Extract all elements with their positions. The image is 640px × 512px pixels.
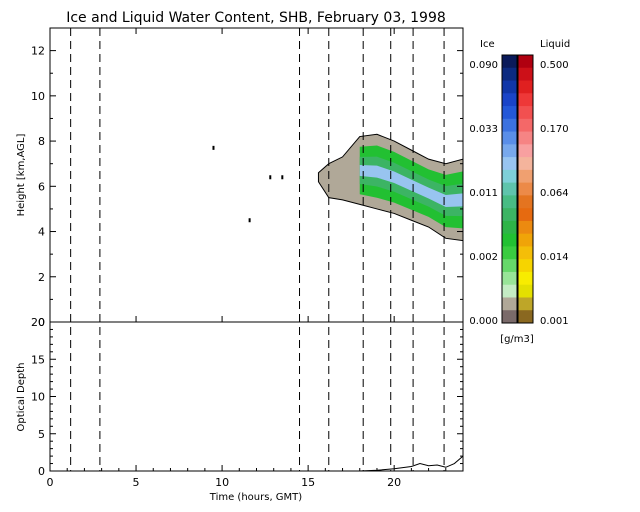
colorbar-ice-swatch bbox=[502, 220, 518, 235]
time-tick-label: 15 bbox=[301, 476, 315, 489]
colorbar-liquid-swatch bbox=[517, 131, 533, 145]
time-tick-label: 20 bbox=[387, 476, 401, 489]
optical-depth-layer bbox=[359, 455, 463, 471]
colorbar-liquid-swatch bbox=[517, 259, 533, 273]
colorbar-liquid-swatch bbox=[517, 157, 533, 171]
time-tick-label: 5 bbox=[133, 476, 140, 489]
colorbar-ice-swatch bbox=[502, 284, 518, 298]
colorbar-liquid-tick: 0.170 bbox=[540, 124, 569, 135]
colorbar-liquid-swatch bbox=[517, 233, 533, 247]
optical-depth-panel-frame bbox=[49, 321, 464, 472]
colorbar-ice-tick: 0.090 bbox=[469, 60, 498, 71]
chart-title: Ice and Liquid Water Content, SHB, Febru… bbox=[66, 10, 446, 26]
colorbar-ice-strip bbox=[502, 55, 518, 324]
colorbar-liquid-swatch bbox=[517, 297, 533, 311]
colorbar-liquid-swatch bbox=[517, 246, 533, 260]
height-tick-label: 2 bbox=[38, 271, 45, 284]
colorbar-ice-swatch bbox=[502, 297, 518, 311]
optical-depth-tick-label: 0 bbox=[38, 465, 45, 478]
colorbar-liquid-label: Liquid bbox=[540, 39, 570, 50]
cloud-fragment bbox=[248, 218, 251, 223]
colorbar-liquid-swatch bbox=[517, 208, 533, 222]
time-axis-label: Time (hours, GMT) bbox=[209, 492, 303, 503]
optical-depth-axis-label: Optical Depth bbox=[16, 363, 27, 432]
optical-depth-tick-label: 10 bbox=[31, 391, 45, 404]
colorbar-ticks: 0.090 0.033 0.011 0.002 0.000 0.500 0.170 0.064… bbox=[469, 60, 568, 327]
vertical-markers bbox=[70, 28, 445, 471]
colorbar-ice-tick: 0.002 bbox=[469, 252, 498, 263]
colorbar-ice-swatch bbox=[502, 195, 518, 209]
cloud-fragment bbox=[269, 175, 272, 180]
colorbar-ice-swatch bbox=[502, 106, 518, 120]
optical-depth-tick-label: 15 bbox=[31, 353, 45, 366]
colorbar-liquid-swatch bbox=[517, 271, 533, 286]
colorbar-liquid-swatch bbox=[517, 67, 533, 82]
colorbar-liquid-frame bbox=[516, 54, 534, 324]
height-tick-label: 12 bbox=[31, 45, 45, 58]
colorbar-ice-swatch bbox=[502, 259, 518, 273]
colorbar-liquid-swatch bbox=[517, 182, 533, 196]
colorbar-ice-label: Ice bbox=[480, 39, 495, 50]
time-tick-label: 0 bbox=[47, 476, 54, 489]
colorbar-liquid-swatch bbox=[517, 55, 533, 69]
cloud-fragment bbox=[212, 145, 215, 150]
height-tick-label: 6 bbox=[38, 180, 45, 193]
height-tick-label: 0 bbox=[38, 316, 45, 329]
colorbar-liquid-tick: 0.064 bbox=[540, 188, 569, 199]
cloud-content-layer bbox=[212, 133, 463, 242]
height-tick-label: 10 bbox=[31, 90, 45, 103]
cloud-band bbox=[359, 165, 463, 207]
colorbar-ice-swatch bbox=[502, 246, 518, 260]
height-axis-label: Height [km,AGL] bbox=[16, 134, 27, 217]
colorbar-ice-swatch bbox=[502, 271, 518, 286]
colorbar-liquid-tick: 0.001 bbox=[540, 316, 569, 327]
colorbar-ice-swatch bbox=[502, 310, 518, 324]
colorbar-liquid-swatch bbox=[517, 106, 533, 120]
colorbar-ice-frame bbox=[501, 54, 519, 324]
colorbar-ice-tick: 0.033 bbox=[469, 124, 498, 135]
colorbar-ice-swatch bbox=[502, 233, 518, 247]
colorbar-liquid-swatch bbox=[517, 195, 533, 209]
colorbar-ice-swatch bbox=[502, 208, 518, 222]
colorbar-ice-swatch bbox=[502, 144, 518, 158]
optical-depth-series bbox=[359, 455, 463, 471]
cloud-fragment bbox=[281, 175, 284, 180]
colorbar-liquid-swatch bbox=[517, 284, 533, 298]
colorbar-liquid-swatch bbox=[517, 80, 533, 94]
colorbar-ice-tick: 0.011 bbox=[469, 188, 498, 199]
height-tick-label: 4 bbox=[38, 226, 45, 239]
colorbar-liquid-swatch bbox=[517, 169, 533, 184]
optical-depth-tick-label: 5 bbox=[38, 428, 45, 441]
colorbar-liquid-strip bbox=[517, 55, 533, 324]
colorbar-ice-swatch bbox=[502, 169, 518, 184]
colorbar-ice-swatch bbox=[502, 55, 518, 69]
colorbar-liquid-swatch bbox=[517, 220, 533, 235]
colorbar-ice-swatch bbox=[502, 182, 518, 196]
colorbar-liquid-swatch bbox=[517, 118, 533, 133]
colorbar-liquid-swatch bbox=[517, 144, 533, 158]
time-tick-label: 10 bbox=[215, 476, 229, 489]
height-tick-label: 8 bbox=[38, 135, 45, 148]
colorbar-ice-swatch bbox=[502, 80, 518, 94]
colorbar-ice-swatch bbox=[502, 131, 518, 145]
colorbar-liquid-tick: 0.014 bbox=[540, 252, 569, 263]
colorbar-liquid-swatch bbox=[517, 310, 533, 324]
colorbar-ice-swatch bbox=[502, 93, 518, 107]
colorbar-unit: [g/m3] bbox=[500, 334, 534, 345]
colorbar: Ice Liquid 0.090 0.033 0.011 0.002 0.000 0.50… bbox=[469, 39, 570, 345]
colorbar-ice-tick: 0.000 bbox=[469, 316, 498, 327]
colorbar-ice-swatch bbox=[502, 157, 518, 171]
colorbar-liquid-swatch bbox=[517, 93, 533, 107]
colorbar-ice-swatch bbox=[502, 118, 518, 133]
colorbar-liquid-tick: 0.500 bbox=[540, 60, 569, 71]
optical-depth-tick-label: 20 bbox=[31, 316, 45, 329]
colorbar-ice-swatch bbox=[502, 67, 518, 82]
